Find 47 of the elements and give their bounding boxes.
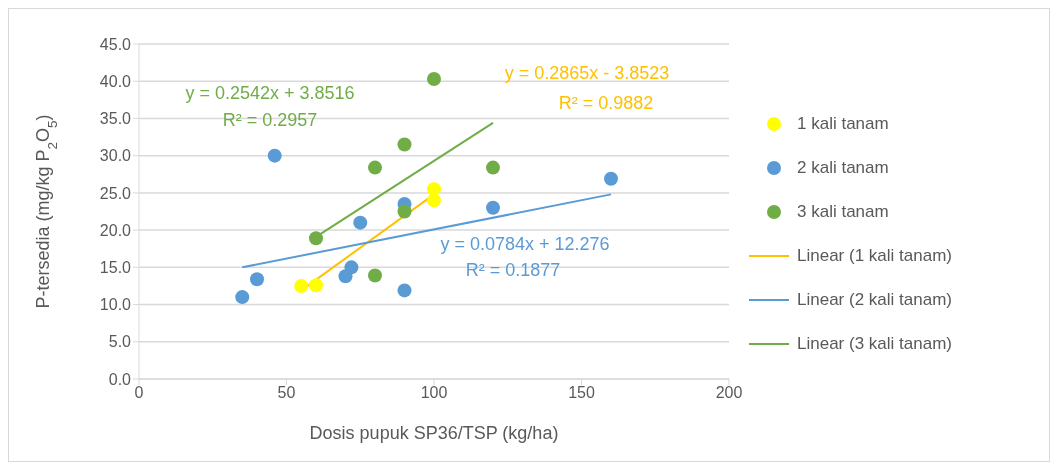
legend-label: 2 kali tanam: [797, 158, 889, 178]
legend-label: 1 kali tanam: [797, 114, 889, 134]
legend-label: Linear (1 kali tanam): [797, 246, 952, 266]
point: [397, 283, 412, 298]
annotation: y = 0.2542x + 3.8516: [185, 82, 355, 104]
annotation: y = 0.2865x - 3.8523: [504, 62, 670, 84]
x-tick-label: 0: [134, 384, 144, 402]
y-tick-label: 25.0: [99, 184, 132, 202]
point: [235, 290, 250, 305]
y-tick-label: 10.0: [99, 296, 132, 314]
point: [397, 204, 412, 219]
x-tick-label: 50: [277, 384, 296, 402]
point: [427, 71, 441, 86]
x-tick-label: 100: [420, 384, 448, 402]
point: [486, 200, 500, 215]
y-tick-label: 45.0: [99, 35, 132, 53]
annotation: y = 0.0784x + 12.276: [440, 233, 610, 255]
y-tick-label: 30.0: [99, 147, 132, 165]
y-tick-label: 5.0: [108, 333, 132, 351]
point: [267, 148, 282, 163]
point: [309, 278, 323, 293]
point: [427, 182, 441, 197]
point: [309, 231, 323, 246]
x-axis-title: Dosis pupuk SP36/TSP (kg/ha): [309, 423, 559, 443]
annotation: R² = 0.9882: [558, 92, 654, 114]
point: [486, 160, 500, 175]
point: [353, 215, 368, 230]
point: [427, 193, 441, 208]
point: [397, 137, 412, 152]
point: [344, 260, 359, 275]
y-tick-label: 20.0: [99, 221, 132, 239]
annotation: R² = 0.1877: [465, 259, 561, 281]
legend-label: 3 kali tanam: [797, 202, 889, 222]
legend-label: Linear (3 kali tanam): [797, 334, 952, 354]
y-tick-label: 15.0: [99, 259, 132, 277]
x-tick-label: 150: [568, 384, 595, 402]
y-tick-label: 35.0: [99, 110, 132, 128]
point: [368, 160, 382, 175]
point: [604, 171, 618, 186]
legend-label: Linear (2 kali tanam): [797, 290, 952, 310]
point: [368, 268, 382, 283]
point: [250, 272, 264, 287]
x-tick-label: 200: [715, 384, 743, 402]
y-tick-label: 40.0: [99, 72, 132, 90]
point: [294, 278, 309, 293]
y-tick-label: 0.0: [108, 370, 132, 388]
annotation: R² = 0.2957: [222, 109, 318, 131]
